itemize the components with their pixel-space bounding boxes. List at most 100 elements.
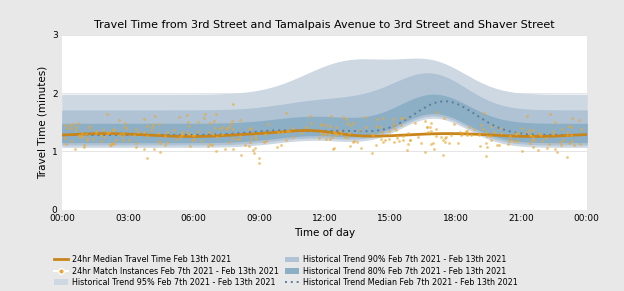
Point <box>212 149 222 154</box>
Point <box>273 129 283 134</box>
Point <box>130 145 140 150</box>
Point <box>371 124 381 129</box>
Point <box>254 161 264 165</box>
Point <box>419 149 429 154</box>
Point <box>464 125 474 129</box>
Point <box>439 115 449 120</box>
Point <box>306 121 316 125</box>
Point <box>342 135 352 139</box>
Point <box>457 132 467 137</box>
Point <box>492 143 502 147</box>
Point <box>555 140 565 144</box>
Point <box>92 129 102 134</box>
Point <box>109 142 119 146</box>
Point <box>564 141 574 146</box>
Point <box>389 125 399 130</box>
Point <box>326 136 336 141</box>
Point <box>251 136 261 141</box>
Point <box>223 125 233 129</box>
Point <box>422 130 432 135</box>
Point <box>489 129 499 134</box>
Point <box>391 136 401 140</box>
Title: Travel Time from 3rd Street and Tamalpais Avenue to 3rd Street and Shaver Street: Travel Time from 3rd Street and Tamalpai… <box>94 20 555 30</box>
Point <box>528 128 538 132</box>
Point <box>120 124 130 129</box>
Point <box>542 146 552 150</box>
Point <box>288 135 298 139</box>
Point <box>318 132 328 137</box>
Point <box>462 132 472 136</box>
Point <box>102 112 112 117</box>
Point <box>107 141 117 145</box>
Point <box>478 127 488 131</box>
Point <box>525 141 535 146</box>
Point <box>282 129 292 134</box>
Point <box>348 121 358 125</box>
Point <box>149 146 158 151</box>
Point <box>469 127 479 132</box>
Point <box>506 137 516 142</box>
Point <box>527 132 537 137</box>
Point <box>134 129 144 134</box>
Point <box>66 126 76 130</box>
Point <box>220 147 230 151</box>
Point <box>227 136 236 141</box>
Point <box>398 138 408 142</box>
Point <box>174 115 184 119</box>
Point <box>351 139 361 144</box>
Point <box>495 130 505 135</box>
Point <box>84 124 94 129</box>
Point <box>548 132 558 136</box>
Point <box>160 134 170 139</box>
Point <box>494 142 504 147</box>
Point <box>162 130 172 134</box>
Point <box>107 140 117 145</box>
Point <box>155 150 165 155</box>
Point <box>122 125 132 130</box>
Point <box>563 124 573 128</box>
Point <box>277 129 287 134</box>
Point <box>391 128 401 132</box>
Point <box>466 132 476 137</box>
Point <box>510 130 520 135</box>
Point <box>114 118 124 122</box>
Point <box>525 133 535 137</box>
Point <box>402 148 412 153</box>
Point <box>149 121 158 126</box>
Point <box>368 132 378 137</box>
Point <box>99 135 109 139</box>
Point <box>188 137 198 141</box>
Point <box>170 137 180 141</box>
Point <box>455 129 465 134</box>
Point <box>130 133 140 138</box>
Point <box>193 129 203 134</box>
Point <box>514 131 524 136</box>
Point <box>480 154 490 158</box>
Y-axis label: Travel Time (minutes): Travel Time (minutes) <box>37 65 47 179</box>
Point <box>139 129 149 134</box>
Point <box>482 145 492 149</box>
Point <box>316 131 326 136</box>
Point <box>224 140 234 145</box>
Point <box>281 111 291 116</box>
Point <box>517 149 527 153</box>
Point <box>204 130 214 135</box>
Point <box>335 129 345 134</box>
Point <box>540 136 550 141</box>
Point <box>235 133 245 138</box>
Point <box>398 133 408 138</box>
Point <box>139 116 149 121</box>
Point <box>567 116 577 121</box>
Point <box>329 129 339 134</box>
Point <box>378 115 388 120</box>
Point <box>250 151 260 156</box>
Point <box>162 139 172 144</box>
Point <box>461 129 471 134</box>
Point <box>428 141 438 146</box>
Point <box>305 114 315 118</box>
Point <box>504 139 514 143</box>
Point <box>227 119 236 124</box>
Point <box>261 139 271 144</box>
Point <box>396 123 406 127</box>
Point <box>284 128 294 133</box>
